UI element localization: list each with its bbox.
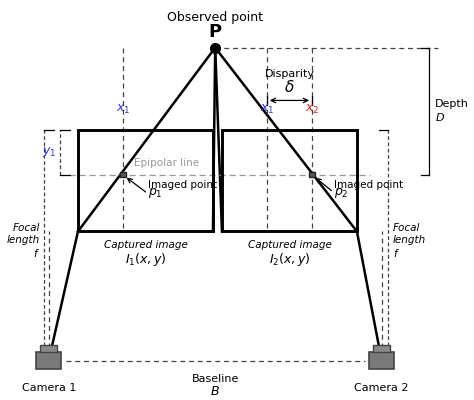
Text: Focal
length
$f$: Focal length $f$ bbox=[393, 223, 426, 259]
Text: Focal
length
$f$: Focal length $f$ bbox=[7, 223, 40, 259]
Text: Baseline: Baseline bbox=[191, 374, 239, 384]
Text: Captured image: Captured image bbox=[247, 240, 331, 250]
Text: Captured image: Captured image bbox=[103, 240, 187, 250]
Bar bbox=[222, 130, 357, 232]
Bar bbox=[309, 172, 315, 177]
Text: Imaged point: Imaged point bbox=[148, 180, 217, 190]
Text: $p_1$: $p_1$ bbox=[148, 186, 163, 200]
Bar bbox=[36, 352, 61, 369]
Text: Disparity: Disparity bbox=[264, 69, 314, 79]
Text: Imaged point: Imaged point bbox=[334, 180, 402, 190]
Text: $I_1(x,y)$: $I_1(x,y)$ bbox=[125, 251, 166, 268]
Text: $y_1$: $y_1$ bbox=[42, 145, 56, 159]
Text: Camera 1: Camera 1 bbox=[21, 383, 76, 393]
Text: $I_2(x,y)$: $I_2(x,y)$ bbox=[269, 251, 310, 268]
Text: Epipolar line: Epipolar line bbox=[134, 158, 200, 168]
Text: $x_1$: $x_1$ bbox=[260, 103, 274, 116]
Bar bbox=[40, 345, 57, 352]
Text: $\mathbf{P}$: $\mathbf{P}$ bbox=[208, 22, 222, 40]
Text: Depth
$D$: Depth $D$ bbox=[435, 99, 469, 123]
Text: $p_2$: $p_2$ bbox=[334, 186, 348, 200]
Bar bbox=[78, 130, 213, 232]
Text: $\delta$: $\delta$ bbox=[284, 79, 295, 95]
Text: Camera 2: Camera 2 bbox=[355, 383, 409, 393]
Text: $B$: $B$ bbox=[210, 385, 220, 398]
Bar bbox=[373, 345, 390, 352]
Text: $x_1$: $x_1$ bbox=[116, 103, 130, 116]
Bar bbox=[120, 172, 126, 177]
Text: Observed point: Observed point bbox=[167, 11, 263, 24]
Text: $x_2$: $x_2$ bbox=[305, 103, 319, 116]
Bar bbox=[369, 352, 394, 369]
